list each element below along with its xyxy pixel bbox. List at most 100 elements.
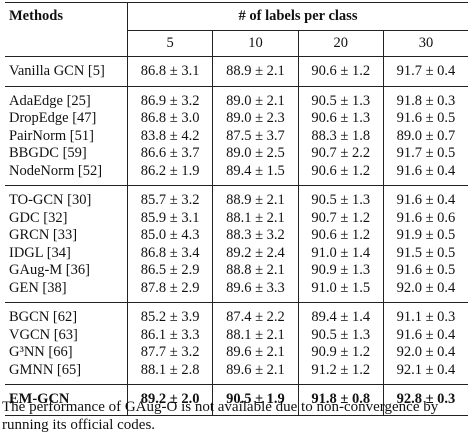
cell-value: 86.8 ± 3.0	[126, 110, 213, 128]
cell-value: 91.9 ± 0.5	[382, 227, 468, 245]
cell-value: 90.5 ± 1.9	[212, 384, 299, 415]
table-row: TO-GCN [30] 85.7 ± 3.2 88.9 ± 2.1 90.5 ± 1.…	[5, 185, 468, 210]
col-header: 5	[126, 30, 213, 57]
cell-value: 91.6 ± 0.6	[382, 209, 468, 227]
cell-value: 90.9 ± 1.3	[297, 262, 384, 280]
cell-value: 90.6 ± 1.2	[297, 227, 384, 245]
cell-value: 91.2 ± 1.2	[297, 361, 384, 385]
cell-value: 89.4 ± 1.4	[297, 302, 384, 327]
cell-value: 90.6 ± 1.3	[297, 110, 384, 128]
cell-value: 83.8 ± 4.2	[126, 127, 213, 145]
table-row: DropEdge [47] 86.8 ± 3.0 89.0 ± 2.3 90.6 ± …	[5, 110, 468, 128]
method-name: NodeNorm [52]	[9, 162, 103, 179]
cell-value: 89.6 ± 2.1	[212, 361, 299, 385]
table-row: G³NN [66] 87.7 ± 3.2 89.6 ± 2.1 90.9 ± 1.2 9…	[5, 344, 468, 362]
table-body: Vanilla GCN [5] 86.8 ± 3.1 88.9 ± 2.1 90.6 …	[5, 56, 468, 385]
table-row: BBGDC [59] 86.6 ± 3.7 89.0 ± 2.5 90.7 ± 2.2…	[5, 145, 468, 163]
cell-value: 92.0 ± 0.4	[382, 344, 468, 362]
cell-value: 91.8 ± 0.3	[382, 86, 468, 110]
best-body: EM-GCN 89.2 ± 2.0 90.5 ± 1.9 91.8 ± 0.8 …	[5, 384, 468, 415]
cell-value: 88.9 ± 2.1	[212, 56, 299, 86]
table-row: GAug-M [36] 86.5 ± 2.9 88.8 ± 2.1 90.9 ± 1.…	[5, 262, 468, 280]
table-row: Vanilla GCN [5] 86.8 ± 3.1 88.9 ± 2.1 90.6 …	[5, 56, 468, 86]
cell-value: 91.0 ± 1.4	[297, 244, 384, 262]
cell-value: 87.7 ± 3.2	[126, 344, 213, 362]
labels-group-header: # of labels per class	[127, 2, 468, 31]
method-name: EM-GCN	[9, 391, 70, 407]
cell-value: 92.1 ± 0.4	[382, 361, 468, 385]
cell-value: 85.2 ± 3.9	[126, 302, 213, 327]
cell-value: 85.9 ± 3.1	[126, 209, 213, 227]
table-row: PairNorm [51] 83.8 ± 4.2 87.5 ± 3.7 88.3 ± …	[5, 127, 468, 145]
cell-value: 90.6 ± 1.2	[297, 56, 384, 86]
cell-value: 92.0 ± 0.4	[382, 279, 468, 303]
table-row: NodeNorm [52] 86.2 ± 1.9 89.4 ± 1.5 90.6 ± …	[5, 162, 468, 186]
results-table: Methods # of labels per class 5 10 20 30…	[5, 2, 468, 416]
cell-value: 91.6 ± 0.5	[382, 262, 468, 280]
cell-value: 91.8 ± 0.8	[297, 384, 384, 415]
method-name: GAug-M [36]	[9, 262, 90, 278]
cell-value: 88.1 ± 2.1	[212, 209, 299, 227]
cell-value: 86.2 ± 1.9	[126, 162, 213, 186]
cell-value: 90.7 ± 1.2	[297, 209, 384, 227]
cell-value: 86.8 ± 3.4	[126, 244, 213, 262]
table-row: BGCN [62] 85.2 ± 3.9 87.4 ± 2.2 89.4 ± 1.4 9…	[5, 302, 468, 327]
cell-value: 89.0 ± 0.7	[382, 127, 468, 145]
cell-value: 86.1 ± 3.3	[126, 326, 213, 344]
cell-value: 91.7 ± 0.5	[382, 145, 468, 163]
cell-value: 89.0 ± 2.1	[212, 86, 299, 110]
cell-value: 89.0 ± 2.3	[212, 110, 299, 128]
cell-value: 89.0 ± 2.5	[212, 145, 299, 163]
cell-value: 90.9 ± 1.2	[297, 344, 384, 362]
method-name: Vanilla GCN [5]	[9, 63, 105, 79]
cell-value: 86.6 ± 3.7	[126, 145, 213, 163]
cell-value: 90.5 ± 1.3	[297, 185, 384, 210]
table-row: GDC [32] 85.9 ± 3.1 88.1 ± 2.1 90.7 ± 1.2 91…	[5, 209, 468, 227]
cell-value: 86.5 ± 2.9	[126, 262, 213, 280]
method-name: VGCN [63]	[9, 326, 78, 343]
cell-value: 90.5 ± 1.3	[297, 326, 384, 344]
best-row: EM-GCN 89.2 ± 2.0 90.5 ± 1.9 91.8 ± 0.8 …	[5, 384, 468, 415]
method-name: GMNN [65]	[9, 361, 82, 378]
methods-header: Methods	[9, 8, 63, 24]
method-name: AdaEdge [25]	[9, 92, 91, 109]
cell-value: 91.6 ± 0.4	[382, 162, 468, 186]
cell-value: 89.6 ± 3.3	[212, 279, 299, 303]
cell-value: 89.6 ± 2.1	[212, 344, 299, 362]
table-row: GMNN [65] 88.1 ± 2.8 89.6 ± 2.1 91.2 ± 1.2 9…	[5, 361, 468, 385]
method-name: DropEdge [47]	[9, 110, 97, 126]
cell-value: 89.2 ± 2.0	[126, 384, 213, 415]
header-row-2: 5 10 20 30	[5, 30, 468, 57]
col-header: 20	[297, 30, 384, 57]
cell-value: 92.8 ± 0.3	[382, 384, 468, 415]
cell-value: 87.4 ± 2.2	[212, 302, 299, 327]
cell-value: 90.6 ± 1.2	[297, 162, 384, 186]
footnote: The performance of GAug-O is not availab…	[2, 399, 439, 433]
table-row: GRCN [33] 85.0 ± 4.3 88.3 ± 3.2 90.6 ± 1.2 9…	[5, 227, 468, 245]
cell-value: 87.8 ± 2.9	[126, 279, 213, 303]
method-name: PairNorm [51]	[9, 127, 94, 144]
method-name: TO-GCN [30]	[9, 192, 92, 208]
table-row: VGCN [63] 86.1 ± 3.3 88.1 ± 2.1 90.5 ± 1.3 9…	[5, 326, 468, 344]
cell-value: 85.0 ± 4.3	[126, 227, 213, 245]
cell-value: 91.6 ± 0.4	[382, 185, 468, 210]
cell-value: 89.2 ± 2.4	[212, 244, 299, 262]
cell-value: 91.6 ± 0.5	[382, 110, 468, 128]
col-header: 10	[212, 30, 299, 57]
method-name: GEN [38]	[9, 279, 67, 296]
cell-value: 88.1 ± 2.8	[126, 361, 213, 385]
method-name: G³NN [66]	[9, 344, 73, 360]
cell-value: 89.4 ± 1.5	[212, 162, 299, 186]
cell-value: 87.5 ± 3.7	[212, 127, 299, 145]
header-row-1: Methods # of labels per class	[5, 2, 468, 31]
cell-value: 86.8 ± 3.1	[126, 56, 213, 86]
cell-value: 91.1 ± 0.3	[382, 302, 468, 327]
method-name: BGCN [62]	[9, 309, 78, 325]
cell-value: 91.7 ± 0.4	[382, 56, 468, 86]
cell-value: 91.0 ± 1.5	[297, 279, 384, 303]
col-header: 30	[382, 30, 468, 57]
cell-value: 86.9 ± 3.2	[126, 86, 213, 110]
cell-value: 88.1 ± 2.1	[212, 326, 299, 344]
method-name: GRCN [33]	[9, 227, 78, 243]
